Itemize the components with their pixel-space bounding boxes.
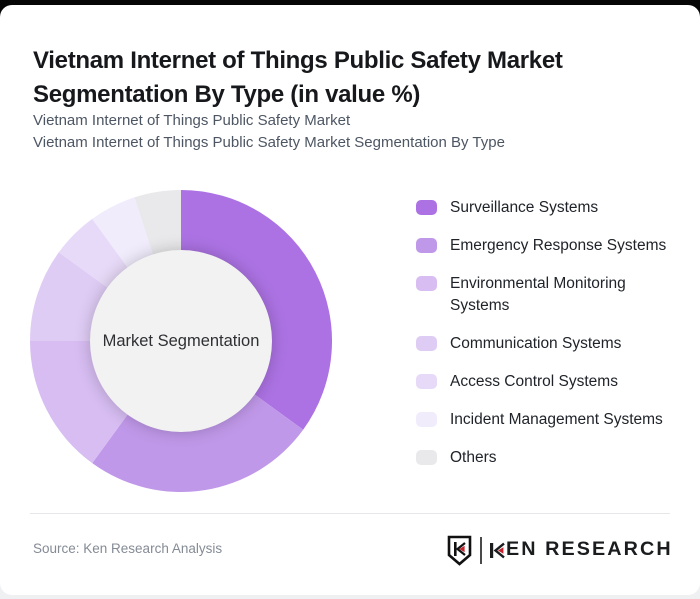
subtitle-line-1: Vietnam Internet of Things Public Safety… — [33, 112, 351, 129]
legend-swatch — [416, 412, 437, 427]
subtitle-line-2: Vietnam Internet of Things Public Safety… — [33, 134, 505, 151]
legend-swatch — [416, 450, 437, 465]
legend-item: Others — [416, 447, 668, 469]
legend-item: Emergency Response Systems — [416, 235, 668, 257]
chart-legend: Surveillance Systems Emergency Response S… — [416, 197, 668, 485]
chart-card: Vietnam Internet of Things Public Safety… — [0, 5, 700, 595]
legend-label: Emergency Response Systems — [450, 237, 667, 254]
chart-title: Vietnam Internet of Things Public Safety… — [33, 47, 563, 109]
legend-label: Surveillance Systems — [450, 199, 599, 216]
chart-subtitles: Vietnam Internet of Things Public Safety… — [33, 110, 653, 154]
legend-label: Incident Management Systems — [450, 411, 663, 428]
donut-center-label: Market Segmentation — [102, 331, 260, 350]
legend-swatch — [416, 238, 437, 253]
legend-swatch — [416, 336, 437, 351]
legend-item: Access Control Systems — [416, 371, 668, 393]
logo-divider-bar — [479, 536, 482, 564]
legend-swatch — [416, 374, 437, 389]
legend-label: Communication Systems — [450, 335, 622, 352]
legend-label: Others — [450, 449, 497, 466]
footer-divider — [30, 513, 670, 514]
legend-item: Surveillance Systems — [416, 197, 668, 219]
legend-item: Communication Systems — [416, 333, 668, 355]
legend-label: Environmental Monitoring Systems — [450, 275, 626, 314]
legend-swatch — [416, 276, 437, 291]
legend-label: Access Control Systems — [450, 373, 618, 390]
ken-research-logo: EN RESEARCH — [446, 532, 670, 568]
legend-item: Environmental Monitoring Systems — [416, 273, 668, 317]
legend-item: Incident Management Systems — [416, 409, 668, 431]
logo-text: EN RESEARCH — [505, 539, 673, 560]
legend-swatch — [416, 200, 437, 215]
logo-wordmark: EN RESEARCH — [489, 539, 670, 561]
source-note: Source: Ken Research Analysis — [33, 541, 223, 556]
shield-k-icon — [447, 535, 471, 566]
donut-center-circle: Market Segmentation — [90, 250, 272, 432]
logo-k-icon — [489, 542, 505, 558]
